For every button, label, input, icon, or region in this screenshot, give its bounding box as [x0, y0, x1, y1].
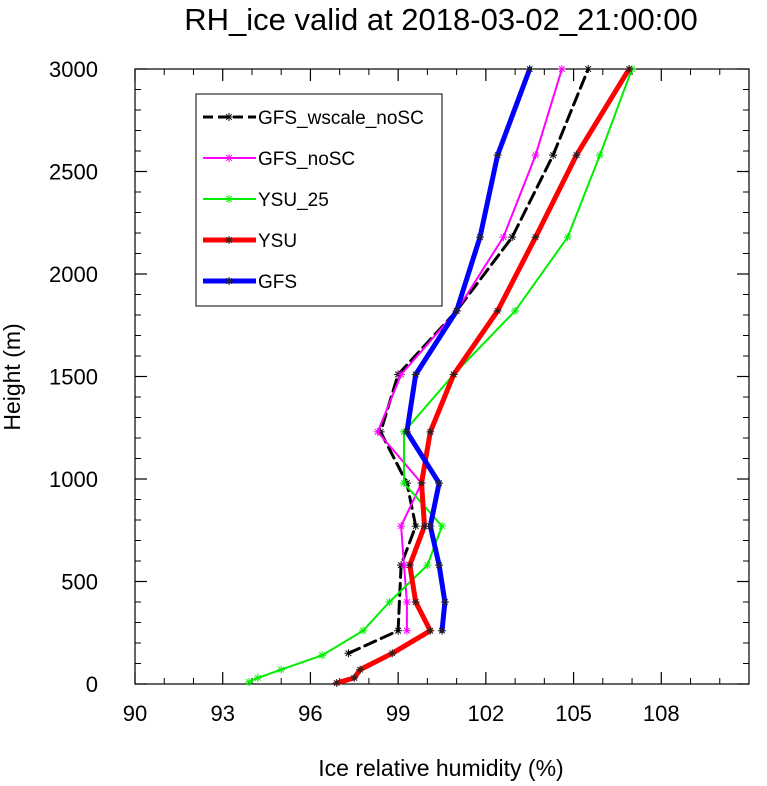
- chart-title: RH_ice valid at 2018-03-02_21:00:00: [184, 2, 698, 37]
- data-point: [388, 649, 397, 658]
- data-point: [344, 649, 353, 658]
- y-axis-label: Height (m): [0, 323, 25, 430]
- data-point: [493, 306, 502, 315]
- y-tick-label: 1000: [49, 467, 98, 492]
- data-point: [332, 678, 341, 687]
- data-point: [253, 673, 262, 682]
- data-point: [572, 151, 581, 160]
- legend-label: GFS_noSC: [258, 149, 355, 170]
- data-point: [426, 626, 435, 635]
- x-axis-label: Ice relative humidity (%): [318, 755, 563, 781]
- data-point: [245, 677, 254, 686]
- y-tick-label: 500: [61, 570, 98, 595]
- data-point: [426, 522, 435, 531]
- series-YSU: [332, 65, 634, 687]
- data-point: [584, 65, 593, 73]
- y-tick-label: 2500: [49, 160, 98, 185]
- x-tick-label: 99: [386, 701, 410, 726]
- data-point: [423, 561, 432, 570]
- legend-label: YSU_25: [258, 190, 329, 211]
- legend-label: YSU: [258, 231, 297, 252]
- data-point: [402, 427, 411, 436]
- data-point: [440, 598, 449, 606]
- data-point: [511, 306, 520, 315]
- data-point: [563, 233, 572, 242]
- legend-item: YSU_25: [203, 190, 329, 211]
- legend-marker: [225, 195, 233, 203]
- data-point: [277, 665, 286, 674]
- data-point: [420, 522, 429, 531]
- data-point: [411, 370, 420, 379]
- x-tick-label: 105: [555, 701, 592, 726]
- series-GFS: [402, 65, 534, 635]
- data-point: [525, 65, 534, 73]
- x-tick-label: 93: [210, 701, 234, 726]
- y-tick-label: 0: [86, 672, 98, 697]
- data-point: [476, 233, 485, 242]
- x-tick-label: 102: [467, 701, 504, 726]
- x-axis-ticks: 90 93 96 99 102 105 108: [123, 69, 750, 726]
- legend-marker: [225, 277, 233, 285]
- data-point: [417, 479, 426, 488]
- data-point: [499, 233, 508, 242]
- data-point: [397, 522, 406, 531]
- data-point: [449, 370, 458, 379]
- data-point: [435, 479, 444, 488]
- data-point: [356, 665, 365, 674]
- data-point: [411, 522, 420, 531]
- data-point: [493, 151, 502, 160]
- data-point: [405, 561, 414, 570]
- legend-item: GFS: [203, 272, 297, 293]
- data-point: [385, 598, 394, 606]
- data-point: [402, 626, 411, 635]
- legend-item: GFS_wscale_noSC: [203, 108, 424, 129]
- data-point: [595, 151, 604, 160]
- data-point: [531, 151, 540, 160]
- legend-marker: [225, 154, 233, 162]
- legend-marker: [225, 113, 233, 121]
- legend: GFS_wscale_noSC GFS_noSC YSU_25 YSU GFS: [195, 93, 443, 307]
- data-point: [531, 233, 540, 242]
- data-point: [557, 65, 566, 73]
- data-point: [399, 479, 408, 488]
- y-tick-label: 1500: [49, 365, 98, 390]
- x-tick-label: 90: [123, 701, 147, 726]
- x-tick-label: 96: [298, 701, 322, 726]
- legend-label: GFS_wscale_noSC: [258, 108, 424, 129]
- data-point: [402, 598, 411, 606]
- data-point: [318, 651, 327, 660]
- data-point: [350, 673, 359, 682]
- data-point: [452, 306, 461, 315]
- y-tick-label: 2000: [49, 262, 98, 287]
- data-point: [508, 233, 517, 242]
- legend-item: YSU: [203, 231, 297, 252]
- legend-item: GFS_noSC: [203, 149, 355, 170]
- legend-label: GFS: [258, 272, 297, 293]
- data-point: [394, 626, 403, 635]
- data-point: [549, 151, 558, 160]
- y-axis-ticks: 0 500 1000 1500 2000 2500 3000: [49, 57, 749, 697]
- data-point: [397, 370, 406, 379]
- data-point: [438, 522, 446, 531]
- data-point: [625, 65, 634, 73]
- legend-marker: [225, 236, 233, 244]
- data-point: [411, 598, 420, 606]
- data-point: [359, 626, 368, 635]
- x-tick-label: 108: [643, 701, 680, 726]
- data-point: [373, 427, 382, 436]
- series-layer: [245, 65, 637, 687]
- data-point: [438, 626, 446, 635]
- data-point: [435, 561, 444, 570]
- data-point: [399, 561, 408, 570]
- y-tick-label: 3000: [49, 57, 98, 82]
- data-point: [426, 427, 435, 436]
